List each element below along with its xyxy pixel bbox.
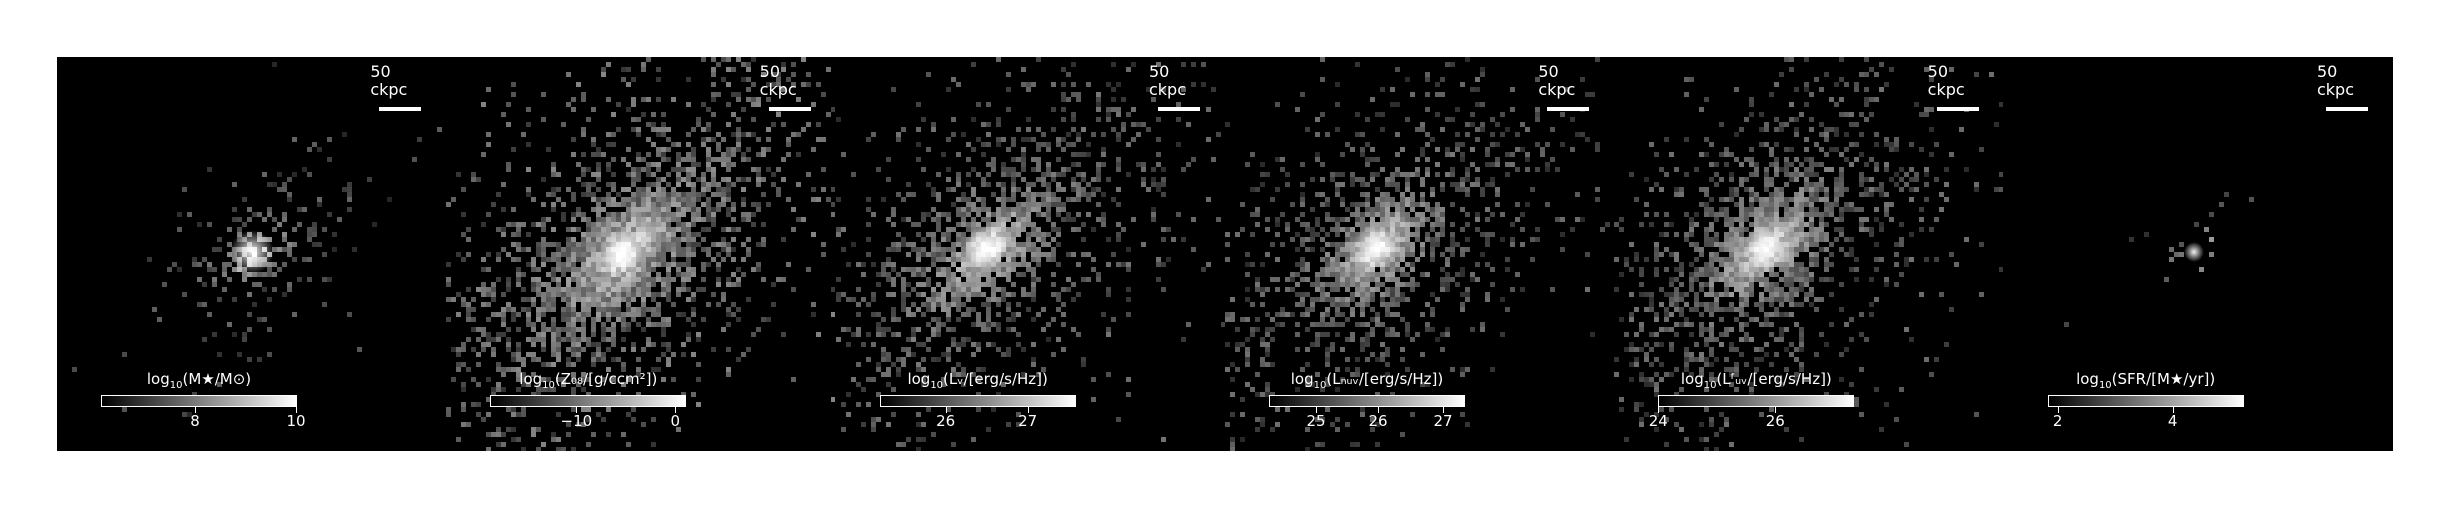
panel-luminosity-v: 50 ckpc log10(Lᵥ/[erg/s/Hz]) 26 27 <box>835 57 1225 451</box>
panel-row: 50 ckpc log10(M★/M⊙) 8 10 50 ckpc log10(Z… <box>57 57 2393 451</box>
scale-bar-label: 50 ckpc <box>759 62 797 99</box>
panel-luminosity-nuv: 50 ckpc log10(Lₙᵤᵥ/[erg/s/Hz]) 25 26 27 <box>1224 57 1615 451</box>
luminosity-nuv-map <box>1224 57 1614 451</box>
colorbar-label: log10(Lₙᵤᵥ/[erg/s/Hz]) <box>1290 370 1444 391</box>
colorbar-tick <box>195 407 196 413</box>
colorbar: log10(Lₙᵤᵥ/[erg/s/Hz]) 25 26 27 <box>1268 370 1465 430</box>
colorbar: log10(SFR/[M★/yr]) 2 4 <box>2047 370 2244 430</box>
colorbar-label: log10(Lᶠᵤᵥ/[erg/s/Hz]) <box>1680 370 1832 391</box>
colorbar-tick <box>1027 407 1029 413</box>
colorbar-tick-label: 10 <box>286 412 306 430</box>
colorbar-tick <box>1442 407 1444 413</box>
colorbar-tick-label: −10 <box>560 412 593 430</box>
scale-bar: 50 ckpc <box>370 63 430 111</box>
stellar-mass-map <box>57 57 446 451</box>
colorbar-label: log10(M★/M⊙) <box>146 370 252 391</box>
panel-sfr: 50 ckpc log10(SFR/[M★/yr]) 2 4 <box>2003 57 2393 451</box>
colorbar-tick-label: 25 <box>1306 412 1326 430</box>
colorbar-tick <box>576 407 578 413</box>
colorbar-tick-label: 8 <box>190 412 200 430</box>
colorbar-tick <box>1315 407 1317 413</box>
colorbar-gradient <box>490 395 687 407</box>
colorbar: log10(Z₀₈/[g/ccm²]) −10 0 <box>490 370 687 430</box>
scale-bar-label: 50 ckpc <box>1927 62 1965 99</box>
panel-stellar-mass: 50 ckpc log10(M★/M⊙) 8 10 <box>57 57 447 451</box>
colorbar-gradient <box>1658 395 1855 407</box>
colorbar-tick-label: 0 <box>670 412 681 430</box>
scale-bar-label: 50 ckpc <box>1538 62 1576 99</box>
colorbar-tick <box>2172 407 2174 413</box>
colorbar-tick <box>296 407 297 413</box>
colorbar-gradient <box>2047 395 2244 407</box>
colorbar-gradient <box>101 395 297 407</box>
colorbar-tick <box>2057 407 2059 413</box>
colorbar-tick <box>675 407 677 413</box>
scale-bar: 50 ckpc <box>1538 63 1598 111</box>
colorbar-tick <box>945 407 947 413</box>
colorbar-tick-label: 27 <box>1018 412 1038 430</box>
colorbar-gradient <box>879 395 1076 407</box>
colorbar-gradient <box>1268 395 1465 407</box>
scale-bar-line <box>768 107 811 111</box>
scale-bar-label: 50 ckpc <box>1148 62 1186 99</box>
colorbar: log10(Lᶠᵤᵥ/[erg/s/Hz]) 24 26 <box>1649 370 1855 430</box>
scale-bar-line <box>1157 107 1200 111</box>
colorbar-label: log10(Lᵥ/[erg/s/Hz]) <box>907 370 1048 391</box>
scale-bar-line <box>379 107 422 111</box>
scale-bar-label: 50 ckpc <box>370 62 408 99</box>
colorbar-tick-label: 26 <box>1765 412 1785 430</box>
scale-bar-label: 50 ckpc <box>2316 62 2354 99</box>
colorbar-tick <box>1775 407 1777 413</box>
panel-luminosity-fuv: 50 ckpc log10(Lᶠᵤᵥ/[erg/s/Hz]) 24 26 <box>1614 57 2004 451</box>
colorbar-label: log10(Z₀₈/[g/ccm²]) <box>519 370 658 391</box>
colorbar-tick-label: 26 <box>936 412 956 430</box>
colorbar: log10(M★/M⊙) 8 10 <box>101 370 306 430</box>
scale-bar: 50 ckpc <box>760 63 820 111</box>
scale-bar-line <box>2325 107 2368 111</box>
panel-metallicity: 50 ckpc log10(Z₀₈/[g/ccm²]) −10 0 <box>446 57 836 451</box>
scale-bar-line <box>1547 107 1590 111</box>
sfr-map <box>2003 57 2393 451</box>
scale-bar-line <box>1936 107 1979 111</box>
colorbar: log10(Lᵥ/[erg/s/Hz]) 26 27 <box>879 370 1076 430</box>
colorbar-tick-label: 27 <box>1433 412 1453 430</box>
colorbar-tick-label: 24 <box>1648 412 1668 430</box>
colorbar-tick-label: 4 <box>2167 412 2178 430</box>
colorbar-tick-label: 2 <box>2052 412 2063 430</box>
scale-bar: 50 ckpc <box>2317 63 2377 111</box>
colorbar-tick <box>1658 407 1660 413</box>
colorbar-label: log10(SFR/[M★/yr]) <box>2076 370 2216 391</box>
colorbar-tick <box>1377 407 1379 413</box>
metallicity-map <box>446 57 836 451</box>
colorbar-tick-label: 26 <box>1368 412 1388 430</box>
luminosity-fuv-map <box>1614 57 2004 451</box>
luminosity-v-map <box>835 57 1225 451</box>
scale-bar: 50 ckpc <box>1928 63 1988 111</box>
scale-bar: 50 ckpc <box>1149 63 1209 111</box>
